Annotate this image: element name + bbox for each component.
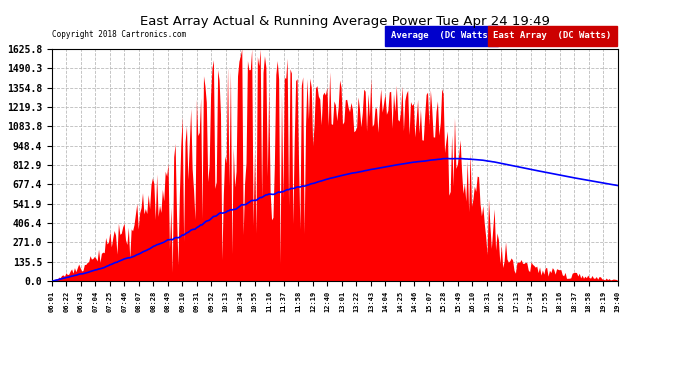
Text: Copyright 2018 Cartronics.com: Copyright 2018 Cartronics.com bbox=[52, 30, 186, 39]
Legend: Average  (DC Watts), East Array  (DC Watts): Average (DC Watts), East Array (DC Watts… bbox=[389, 30, 613, 42]
Text: East Array Actual & Running Average Power Tue Apr 24 19:49: East Array Actual & Running Average Powe… bbox=[140, 15, 550, 28]
